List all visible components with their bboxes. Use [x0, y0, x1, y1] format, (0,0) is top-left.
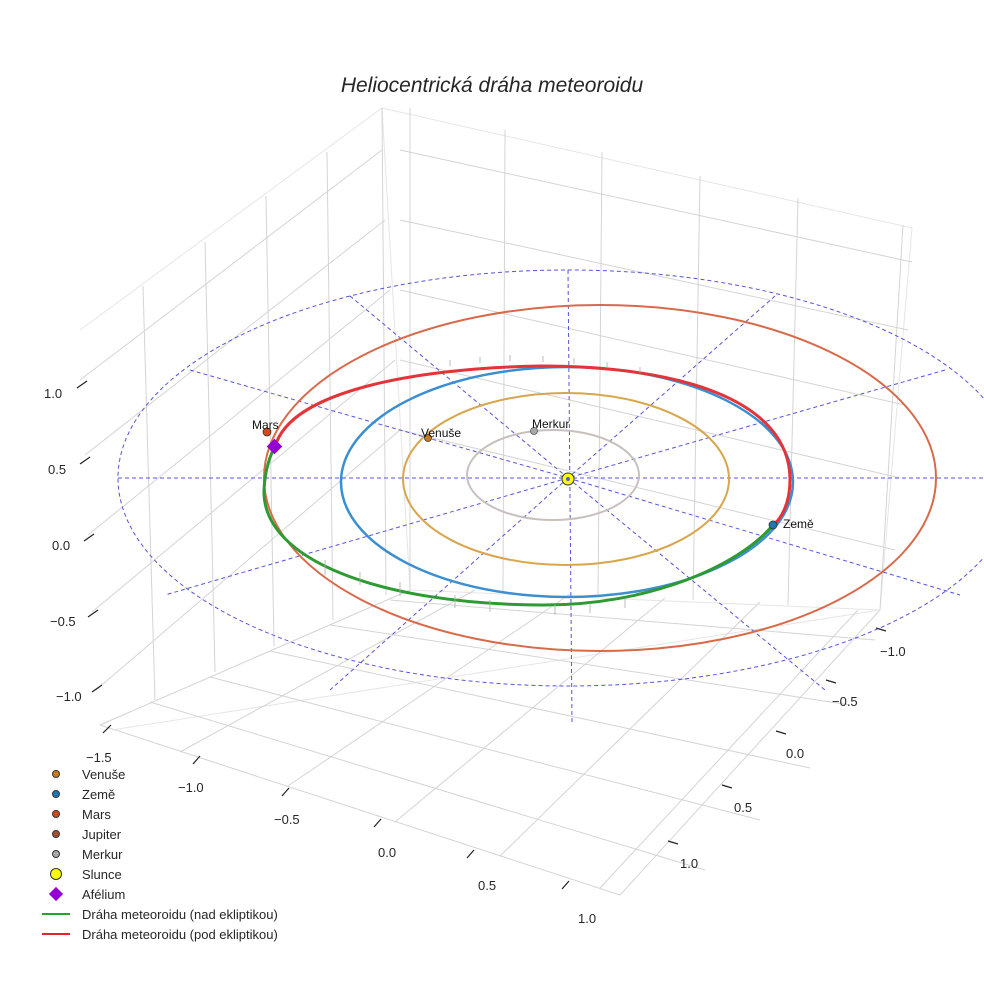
legend-item-mars[interactable]: Mars [36, 804, 278, 824]
slunce-dot-icon [50, 868, 62, 880]
x-tick: 1.0 [578, 911, 596, 926]
legend-label: Jupiter [82, 826, 122, 842]
zeme-label: Země [783, 517, 814, 531]
legend: Venuše Země Mars Jupiter Merkur Slunce A… [36, 764, 278, 944]
legend-item-path-above[interactable]: Dráha meteoroidu (nad ekliptikou) [36, 904, 278, 924]
chart-title: Heliocentrická dráha meteoroidu [340, 74, 644, 97]
legend-item-zeme[interactable]: Země [36, 784, 278, 804]
merkur-dot-icon [52, 850, 60, 858]
legend-label: Země [82, 786, 116, 802]
z-tick: −0.5 [50, 614, 76, 629]
legend-label: Merkur [82, 846, 123, 862]
legend-label: Dráha meteoroidu (nad ekliptikou) [82, 906, 278, 922]
green-line-icon [42, 913, 70, 915]
y-tick: −1.0 [880, 644, 906, 659]
legend-label: Mars [82, 806, 111, 822]
x-tick: −0.5 [274, 812, 300, 827]
legend-item-path-below[interactable]: Dráha meteoroidu (pod ekliptikou) [36, 924, 278, 944]
y-tick: 0.5 [734, 800, 752, 815]
mars-marker[interactable] [262, 427, 272, 437]
orbit-venuse [402, 392, 730, 566]
y-tick: 1.0 [680, 856, 698, 871]
y-axis-labels: −1.0 −0.5 0.0 0.5 1.0 [680, 644, 906, 871]
sun-marker[interactable] [561, 472, 575, 486]
axis-pane-grid [79, 107, 913, 896]
x-tick: 0.5 [478, 878, 496, 893]
legend-item-slunce[interactable]: Slunce [36, 864, 278, 884]
legend-label: Dráha meteoroidu (pod ekliptikou) [82, 926, 278, 942]
legend-label: Venuše [82, 766, 126, 782]
axis-ticks [76, 380, 887, 890]
jupiter-dot-icon [52, 830, 60, 838]
z-tick: 0.5 [48, 462, 66, 477]
legend-item-merkur[interactable]: Merkur [36, 844, 278, 864]
ecliptic-reference-grid [117, 269, 984, 723]
z-axis-labels: 1.0 0.5 0.0 −0.5 −1.0 [44, 386, 82, 704]
venuse-dot-icon [52, 770, 60, 778]
orbit-merkur [466, 429, 640, 521]
zeme-marker[interactable] [768, 520, 778, 530]
y-tick: 0.0 [786, 746, 804, 761]
venuse-marker[interactable] [424, 434, 432, 442]
afelium-diamond-icon [48, 886, 64, 902]
legend-item-venuse[interactable]: Venuše [36, 764, 278, 784]
zeme-dot-icon [52, 790, 60, 798]
legend-item-afelium[interactable]: Afélium [36, 884, 278, 904]
venuse-label: Venuše [421, 426, 461, 440]
y-tick: −0.5 [832, 694, 858, 709]
z-tick: 0.0 [52, 538, 70, 553]
z-tick: −1.0 [56, 689, 82, 704]
meteoroid-path-above-ecliptic [262, 446, 775, 607]
meteoroid-path-below-ecliptic [273, 364, 792, 527]
mars-dot-icon [52, 810, 60, 818]
mars-label: Mars [252, 418, 279, 432]
x-tick: −1.5 [86, 750, 112, 765]
merkur-marker[interactable] [530, 427, 538, 435]
x-axis-labels: −1.5 −1.0 −0.5 0.0 0.5 1.0 [86, 750, 596, 926]
z-tick: 1.0 [44, 386, 62, 401]
x-tick: 0.0 [378, 845, 396, 860]
afelium-marker[interactable] [266, 438, 283, 455]
x-tick: −1.0 [178, 780, 204, 795]
legend-item-jupiter[interactable]: Jupiter [36, 824, 278, 844]
merkur-label: Merkur [532, 417, 569, 431]
meteoroid-path [262, 355, 792, 615]
red-line-icon [42, 933, 70, 935]
legend-label: Slunce [82, 866, 122, 882]
legend-label: Afélium [82, 886, 126, 902]
